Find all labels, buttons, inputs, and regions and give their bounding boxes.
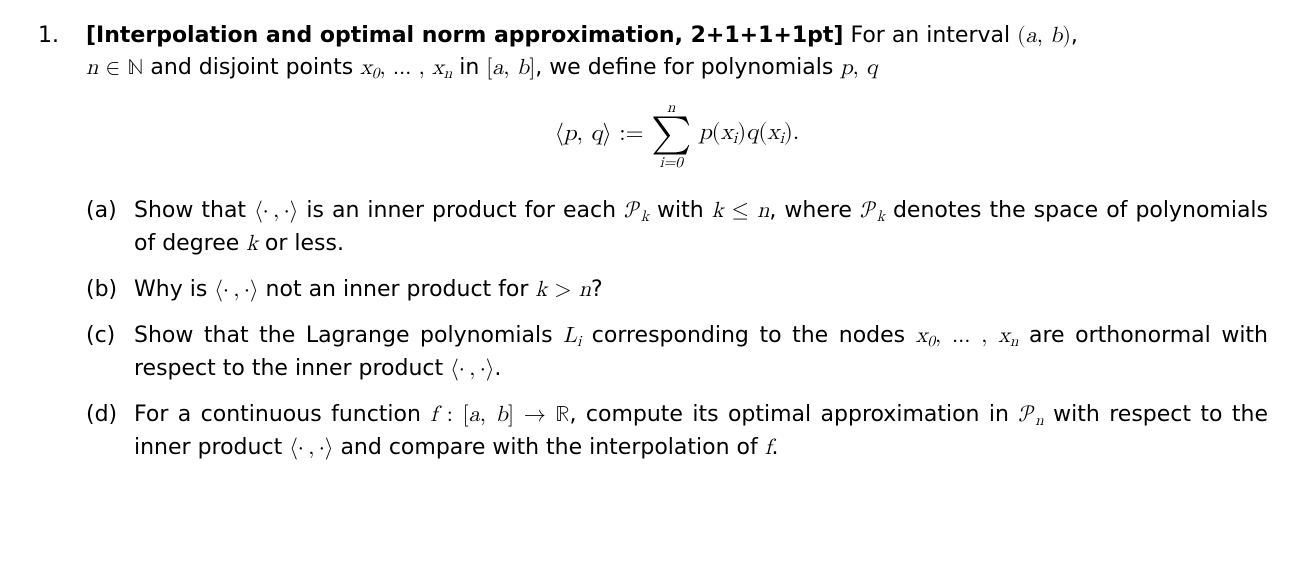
pq: p [840,57,852,79]
a-t3: with [649,198,712,223]
xn: x [432,57,444,79]
intro-text-3: in [452,55,486,80]
part-d-text: For a continuous function f : [a, b] → ℝ… [134,399,1268,464]
part-a-text: Show that ⟨⋅ , ⋅⟩ is an inner product fo… [134,195,1268,260]
intro-text-4: , we define for polynomials [535,55,840,80]
c-li: L [563,325,577,347]
interval-closed: [a, b] [486,57,535,79]
a-k: k [246,233,258,255]
b-ip: ⟨⋅ , ⋅⟩ [214,279,258,301]
d-t1: For a continuous function [134,402,430,427]
a-cond-n: n [757,200,769,222]
b-t3: ? [591,277,603,302]
problem-1: 1. [Interpolation and optimal norm appro… [38,20,1268,478]
dots: , … , [379,57,432,79]
d-reals: ℝ [555,404,569,426]
a-t2: is an inner product for each [298,198,624,223]
page-container: 1. [Interpolation and optimal norm appro… [0,0,1306,498]
c-ip: ⟨⋅ , ⋅⟩ [450,358,494,380]
d-comma: , [480,404,496,426]
b-t2: not an inner product for [259,277,536,302]
eq-lhs: ⟨p, q⟩ := [555,118,644,151]
part-d: (d) For a continuous function f : [a, b]… [86,399,1268,464]
d-arrow: ] → [508,404,556,426]
problem-number: 1. [38,20,86,478]
parts-list: (a) Show that ⟨⋅ , ⋅⟩ is an inner produc… [86,195,1268,464]
part-a: (a) Show that ⟨⋅ , ⋅⟩ is an inner produc… [86,195,1268,260]
d-colon: : [ [437,404,469,426]
c-x0: x [916,325,928,347]
in-symbol: ∈ [98,57,127,79]
q: q [866,57,878,79]
b-cond-gt: > [547,279,579,301]
intro-comma: , [1071,23,1078,48]
c-xn: x [998,325,1010,347]
display-equation: ⟨p, q⟩ := n ∑ i=0 p(xi)q(xi). [86,103,1268,171]
a-pk2-sub: k [877,209,885,224]
c-t1: Show that the Lagrange polynomials [134,323,563,348]
intro-text-2: and disjoint points [143,55,360,80]
d-pn-sub: n [1035,413,1044,428]
problem-title: [Interpolation and optimal norm approxim… [86,23,843,48]
d-b: b [496,404,508,426]
d-t5: . [771,435,778,460]
part-b: (b) Why is ⟨⋅ , ⋅⟩ not an inner product … [86,274,1268,306]
n-in-N: n [86,57,98,79]
problem-intro: [Interpolation and optimal norm approxim… [86,20,1268,85]
a-ip: ⟨⋅ , ⋅⟩ [254,200,298,222]
natural-numbers: ℕ [128,57,144,79]
d-pn: 𝒫 [1018,404,1035,426]
part-c: (c) Show that the Lagrange polynomials L… [86,320,1268,385]
c-dots: , … , [935,325,998,347]
points-list: x [360,57,372,79]
sum-lower: i=0 [651,152,691,173]
d-t2: , compute its optimal approximation in [569,402,1018,427]
sigma-symbol: ∑ [651,115,691,153]
b-t1: Why is [134,277,214,302]
intro-text-1: For an interval [843,23,1017,48]
d-a: a [469,404,480,426]
part-b-label: (b) [86,274,134,306]
a-cond-k: k [712,200,724,222]
interval-open: (a, b) [1017,25,1071,47]
part-c-text: Show that the Lagrange polynomials Li co… [134,320,1268,385]
b-cond-n: n [579,279,591,301]
subn: n [444,66,453,81]
eq-rhs: p(xi)q(xi). [699,117,799,151]
a-t4: , where [769,198,860,223]
c-t4: . [494,356,501,381]
a-pk2: 𝒫 [860,200,877,222]
a-cond-le: ≤ [723,200,757,222]
pq-comma: , [853,57,866,79]
c-t2: corresponding to the nodes [581,323,915,348]
part-d-label: (d) [86,399,134,464]
d-ip: ⟨⋅ , ⋅⟩ [289,437,333,459]
part-c-label: (c) [86,320,134,385]
a-pk: 𝒫 [624,200,641,222]
a-pk-sub: k [641,209,649,224]
d-t4: and compare with the interpolation of [333,435,764,460]
part-a-label: (a) [86,195,134,260]
a-t6: or less. [258,231,344,256]
b-cond-k: k [535,279,547,301]
a-t1: Show that [134,198,254,223]
summation: n ∑ i=0 [651,103,691,165]
problem-body: [Interpolation and optimal norm approxim… [86,20,1268,478]
part-b-text: Why is ⟨⋅ , ⋅⟩ not an inner product for … [134,274,1268,306]
c-x0-sub: 0 [927,334,935,349]
